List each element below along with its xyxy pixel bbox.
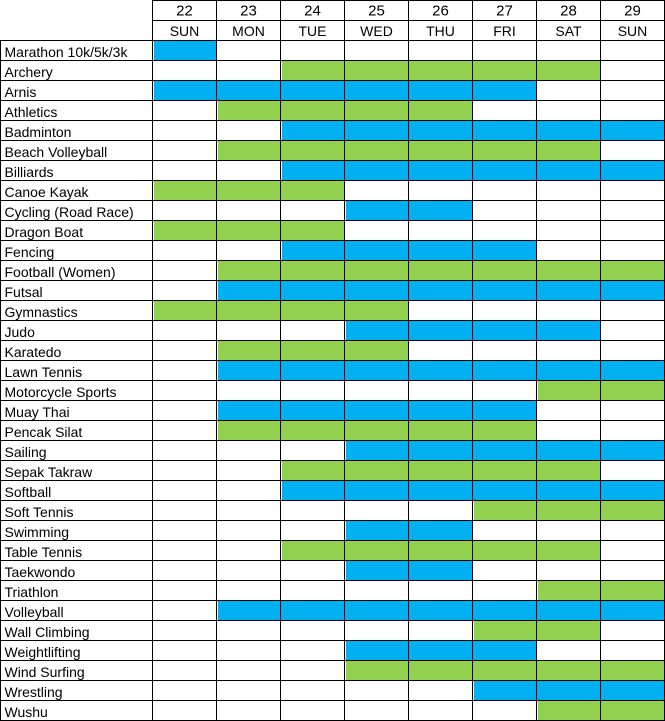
svg-text:Sailing: Sailing [5,444,47,460]
svg-text:Karatedo: Karatedo [5,344,62,360]
svg-text:Football (Women): Football (Women) [5,264,116,280]
svg-text:TUE: TUE [299,23,327,39]
svg-text:Weightlifting: Weightlifting [5,644,81,660]
svg-text:Taekwondo: Taekwondo [5,564,76,580]
svg-text:Swimming: Swimming [5,524,70,540]
svg-text:Softball: Softball [5,484,52,500]
svg-text:29: 29 [624,3,641,20]
svg-text:Wall Climbing: Wall Climbing [5,624,90,640]
svg-text:Billiards: Billiards [5,164,54,180]
svg-text:SAT: SAT [555,23,582,39]
svg-text:Fencing: Fencing [5,244,55,260]
svg-text:26: 26 [432,3,449,20]
svg-text:Futsal: Futsal [5,284,43,300]
svg-text:Muay Thai: Muay Thai [5,404,70,420]
svg-text:Table Tennis: Table Tennis [5,544,83,560]
svg-text:MON: MON [232,23,265,39]
svg-text:Triathlon: Triathlon [5,584,59,600]
svg-text:Arnis: Arnis [5,84,37,100]
svg-text:SUN: SUN [618,23,648,39]
svg-text:Wind Surfing: Wind Surfing [5,664,85,680]
svg-text:SUN: SUN [170,23,200,39]
svg-text:Soft Tennis: Soft Tennis [5,504,74,520]
svg-text:Canoe Kayak: Canoe Kayak [5,184,90,200]
svg-text:Judo: Judo [5,324,36,340]
svg-text:Sepak Takraw: Sepak Takraw [5,464,94,480]
svg-text:Gymnastics: Gymnastics [5,304,78,320]
svg-text:Wrestling: Wrestling [5,684,63,700]
svg-text:Cycling (Road Race): Cycling (Road Race) [5,204,134,220]
svg-text:THU: THU [426,23,455,39]
svg-text:Wushu: Wushu [5,704,48,720]
svg-text:28: 28 [560,3,577,20]
svg-text:FRI: FRI [493,23,516,39]
svg-text:Volleyball: Volleyball [5,604,64,620]
svg-text:Motorcycle Sports: Motorcycle Sports [5,384,117,400]
svg-text:Dragon Boat: Dragon Boat [5,224,84,240]
svg-text:Badminton: Badminton [5,124,72,140]
svg-text:Pencak Silat: Pencak Silat [5,424,83,440]
svg-text:Beach Volleyball: Beach Volleyball [5,144,108,160]
svg-text:24: 24 [304,3,321,20]
svg-text:25: 25 [368,3,385,20]
svg-text:23: 23 [240,3,257,20]
svg-text:27: 27 [496,3,513,20]
svg-text:Lawn Tennis: Lawn Tennis [5,364,83,380]
svg-text:Marathon 10k/5k/3k: Marathon 10k/5k/3k [5,44,129,60]
svg-text:Archery: Archery [5,64,53,80]
svg-text:Athletics: Athletics [5,104,58,120]
svg-text:22: 22 [176,3,193,20]
svg-text:WED: WED [360,23,393,39]
